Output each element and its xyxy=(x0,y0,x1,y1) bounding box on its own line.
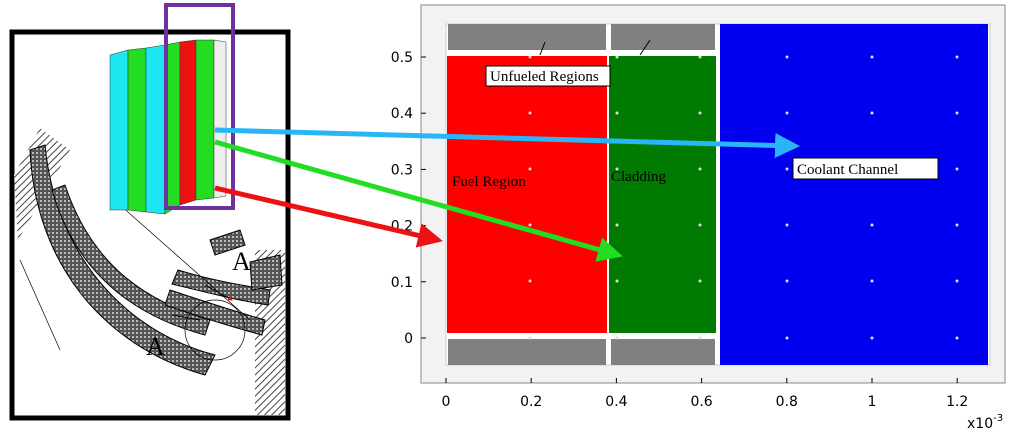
y-tick-label: 0.3 xyxy=(391,162,413,178)
annotation: Unfueled Regions xyxy=(490,69,599,85)
left-panel: A A xyxy=(12,5,288,418)
mesh-point xyxy=(616,280,619,283)
y-tick-label: 0.5 xyxy=(391,50,413,66)
y-tick-label: 0 xyxy=(404,331,413,347)
mesh-point xyxy=(529,337,532,340)
mesh-point xyxy=(871,280,874,283)
mesh-point xyxy=(786,168,789,171)
strip xyxy=(214,40,226,198)
mesh-point xyxy=(786,337,789,340)
mesh-point xyxy=(616,337,619,340)
strip xyxy=(180,40,196,205)
mesh-point xyxy=(529,280,532,283)
x-tick-label: 0 xyxy=(442,394,451,410)
annotation: Fuel Region xyxy=(452,174,526,190)
annotation: Coolant Channel xyxy=(797,162,898,178)
mesh-point xyxy=(616,56,619,59)
annotation: Cladding xyxy=(611,169,666,185)
mesh-point xyxy=(786,224,789,227)
mesh-point xyxy=(786,112,789,115)
mesh-point xyxy=(529,112,532,115)
x-tick-label: 0.8 xyxy=(776,394,798,410)
x-tick-label: 0.4 xyxy=(605,394,627,410)
mesh-point xyxy=(616,112,619,115)
mesh-point xyxy=(529,224,532,227)
x-tick-label: 0.2 xyxy=(520,394,542,410)
fuel-region xyxy=(447,56,607,333)
mesh-point xyxy=(871,337,874,340)
mesh-point xyxy=(699,280,702,283)
mesh-point xyxy=(786,280,789,283)
mesh-point xyxy=(529,168,532,171)
exponent-power: -3 xyxy=(993,413,1003,424)
mesh-point xyxy=(699,224,702,227)
unfueled-region xyxy=(611,24,715,50)
mesh-point xyxy=(871,112,874,115)
mesh-point xyxy=(699,56,702,59)
section-label: A xyxy=(146,332,165,361)
mesh-point xyxy=(956,56,959,59)
mesh-point xyxy=(956,337,959,340)
mesh-point xyxy=(699,168,702,171)
mesh-point xyxy=(956,280,959,283)
x-tick-label: 0.6 xyxy=(690,394,712,410)
mesh-point xyxy=(699,112,702,115)
mesh-point xyxy=(871,56,874,59)
x-tick-label: 1 xyxy=(868,394,877,410)
section-label: A xyxy=(232,247,251,276)
x-exponent: x10-3 xyxy=(967,413,1003,432)
exponent-base: x10 xyxy=(967,416,993,432)
mesh-point xyxy=(699,337,702,340)
mesh-point xyxy=(956,168,959,171)
coolant-region xyxy=(720,24,988,365)
y-tick-label: 0.1 xyxy=(391,275,413,291)
strip xyxy=(128,48,146,212)
figure: A A 00.20.40.60.811.200.10.20.30.40.5 x1… xyxy=(0,0,1015,435)
y-tick-label: 0.4 xyxy=(391,106,413,122)
mesh-point xyxy=(786,56,789,59)
unfueled-region xyxy=(448,24,606,50)
x-tick-label: 1.2 xyxy=(946,394,968,410)
strip xyxy=(196,40,214,200)
mesh-point xyxy=(871,224,874,227)
strip xyxy=(146,45,165,214)
unfueled-region xyxy=(448,339,606,365)
mesh-point xyxy=(956,112,959,115)
unfueled-region xyxy=(611,339,715,365)
mesh-point xyxy=(529,56,532,59)
cladding-region xyxy=(609,56,716,333)
mesh-point xyxy=(616,224,619,227)
strip xyxy=(110,50,128,210)
mesh-point xyxy=(956,224,959,227)
